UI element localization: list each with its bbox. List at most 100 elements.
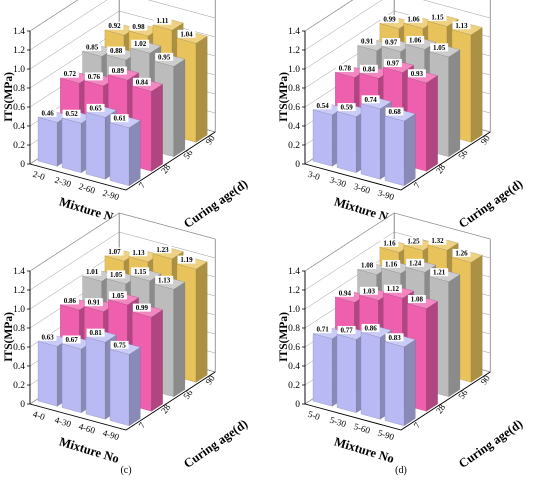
y-tick-label: 1.0	[288, 305, 300, 315]
y-tick-label: 0.8	[288, 324, 300, 334]
y-tick-label: 0.4	[288, 122, 300, 132]
value-label: 1.06	[407, 15, 420, 23]
bar-front	[336, 334, 357, 413]
curing-age-label: 7	[137, 180, 148, 190]
value-label: 1.26	[455, 249, 468, 257]
value-label-bg	[313, 101, 332, 110]
gridline	[29, 231, 216, 291]
value-label-bg	[361, 95, 380, 104]
y-tick-label: 1.0	[13, 65, 25, 75]
bar-side	[448, 274, 461, 397]
value-label: 1.19	[180, 256, 193, 264]
bar-front	[37, 341, 58, 407]
mixture-label: 2-0	[32, 169, 47, 182]
value-label: 1.24	[409, 259, 422, 267]
value-label-bg	[177, 255, 196, 264]
value-label: 1.07	[108, 248, 121, 256]
gridline	[29, 212, 216, 272]
y-tick-label: 0.8	[13, 324, 25, 334]
value-label-bg	[105, 247, 124, 256]
value-label: 0.93	[411, 70, 424, 78]
y-tick-label: 1.2	[288, 286, 300, 296]
value-label-bg	[60, 296, 79, 305]
panel-label: (c)	[120, 465, 131, 476]
y-tick-label: 1.0	[288, 65, 300, 75]
y-tick-label: 0	[295, 160, 300, 170]
value-label: 0.74	[364, 96, 377, 104]
value-label: 1.08	[411, 296, 424, 304]
value-label: 0.63	[41, 333, 54, 341]
gridline	[304, 0, 354, 32]
x-axis	[29, 163, 127, 191]
gridline	[29, 0, 216, 51]
value-label: 0.91	[88, 299, 101, 307]
mixture-label: 4-30	[54, 415, 73, 430]
mixture-label: 5-90	[377, 428, 396, 443]
y-tick-label: 0.4	[13, 122, 25, 132]
value-label-bg	[361, 323, 380, 332]
value-label-bg	[407, 295, 426, 304]
z-axis-title: Curing age(d)	[181, 177, 250, 231]
bar-front	[61, 343, 82, 413]
value-label-bg	[380, 238, 399, 247]
value-label: 1.03	[363, 287, 376, 295]
value-label-bg	[428, 12, 447, 21]
curing-age-label: 7	[412, 420, 423, 430]
bar-front	[85, 336, 106, 420]
bar-side	[470, 27, 483, 143]
value-label-bg	[385, 333, 404, 342]
bar-side	[195, 35, 208, 143]
y-tick-label: 0.2	[13, 381, 25, 391]
value-label-bg	[335, 64, 354, 73]
bar-side	[426, 75, 438, 172]
value-label-bg	[452, 248, 471, 257]
curing-age-label: 7	[412, 180, 423, 190]
value-label: 0.86	[64, 297, 77, 305]
bar-side	[195, 261, 208, 383]
bar-side	[173, 58, 186, 157]
value-label-bg	[383, 58, 402, 67]
value-label-bg	[337, 325, 356, 334]
y-tick-label: 1.0	[13, 305, 25, 315]
value-label-bg	[452, 21, 471, 30]
depth-axis	[125, 371, 216, 431]
bar-side	[470, 255, 483, 383]
bar-front	[109, 349, 130, 426]
bar-side	[129, 120, 141, 186]
value-label-bg	[108, 291, 127, 300]
bar-front	[336, 111, 357, 173]
value-label: 1.12	[387, 285, 400, 293]
value-label: 0.97	[385, 38, 398, 46]
value-label: 0.75	[113, 341, 126, 349]
value-label: 0.88	[110, 47, 123, 55]
value-label-bg	[110, 114, 129, 123]
value-label: 0.99	[383, 16, 396, 24]
value-label-bg	[83, 42, 102, 51]
value-label-bg	[358, 261, 377, 270]
y-tick-label: 0.2	[288, 141, 300, 151]
y-tick-label: 0	[20, 160, 25, 170]
value-label-bg	[107, 270, 126, 279]
value-label-bg	[84, 298, 103, 307]
value-label-bg	[428, 236, 447, 245]
bar-side	[426, 301, 438, 412]
mixture-label: 2-30	[54, 175, 73, 190]
value-label: 0.99	[136, 304, 149, 312]
value-label: 0.72	[64, 70, 77, 78]
y-tick-label: 0.4	[288, 362, 300, 372]
gridline	[29, 0, 79, 32]
value-label-bg	[383, 284, 402, 293]
value-label: 0.95	[158, 53, 171, 61]
value-label-bg	[86, 103, 105, 112]
mixture-label: 3-90	[377, 188, 396, 203]
bar-front	[109, 122, 130, 186]
value-label-bg	[406, 258, 425, 267]
value-label-bg	[60, 69, 79, 78]
depth-axis	[125, 131, 216, 191]
value-label-bg	[38, 108, 57, 117]
value-label: 1.05	[112, 292, 125, 300]
bar-b-28d-3-90: 0.93	[406, 69, 438, 172]
value-label-bg	[129, 248, 148, 257]
value-label-bg	[153, 16, 172, 25]
value-label-bg	[177, 29, 196, 38]
